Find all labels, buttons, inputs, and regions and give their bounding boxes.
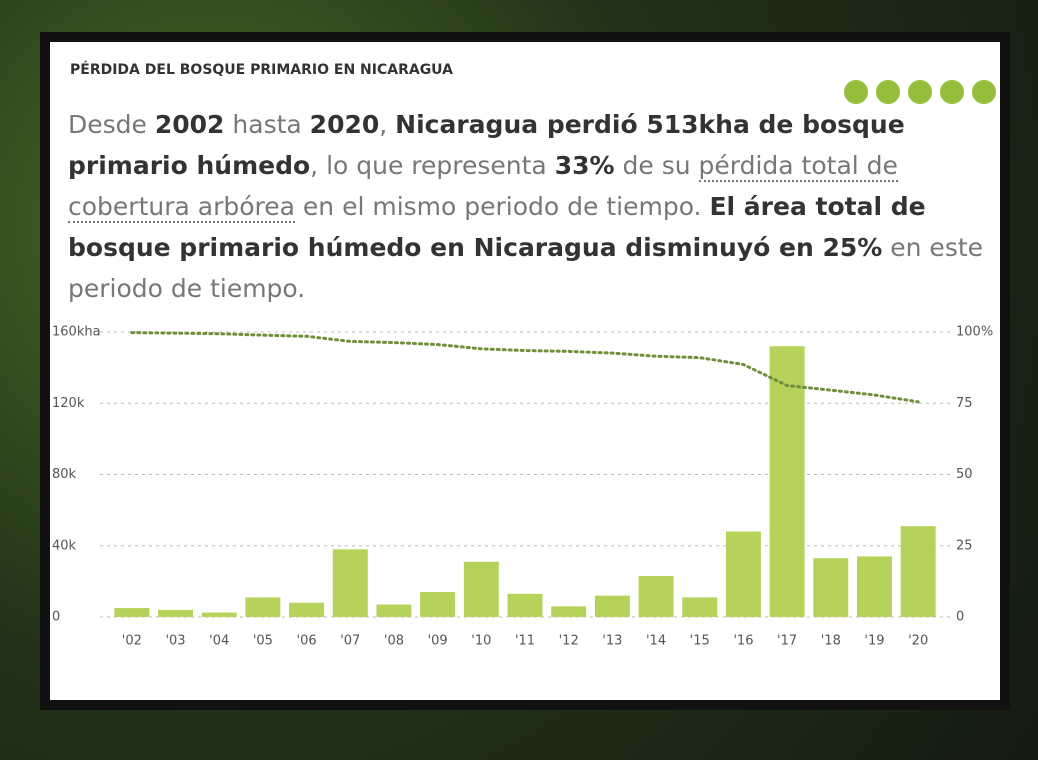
bar — [333, 549, 368, 617]
bar — [114, 608, 149, 617]
bar — [639, 576, 674, 617]
x-tick-label: '16 — [733, 634, 753, 649]
x-tick-label: '06 — [297, 634, 317, 649]
bar — [682, 597, 717, 617]
y-tick-label: 160kha — [52, 325, 101, 340]
y-tick-label: 40k — [52, 538, 77, 553]
x-tick-label: '12 — [559, 634, 579, 649]
bar — [901, 526, 936, 617]
y2-tick-label: 25 — [956, 538, 973, 553]
y2-tick-label: 100% — [956, 325, 993, 340]
x-tick-label: '07 — [340, 634, 360, 649]
bar — [813, 558, 848, 617]
y-tick-label: 80k — [52, 467, 77, 482]
x-tick-label: '18 — [821, 634, 841, 649]
bar — [551, 606, 586, 617]
bar — [726, 532, 761, 618]
x-tick-label: '17 — [777, 634, 797, 649]
x-tick-label: '10 — [471, 634, 491, 649]
bar — [508, 594, 543, 617]
x-tick-label: '14 — [646, 634, 666, 649]
y-tick-label: 0 — [52, 610, 60, 625]
bar — [376, 605, 411, 617]
x-tick-label: '09 — [428, 634, 448, 649]
y2-tick-label: 50 — [956, 467, 973, 482]
y-tick-label: 120k — [52, 396, 85, 411]
y2-tick-label: 0 — [956, 610, 964, 625]
chart: 0 40k 80k 120k 160kha 0 25 50 75 100% '02 '03 '04 '05… — [40, 32, 1010, 710]
x-tick-label: '04 — [209, 634, 229, 649]
x-tick-label: '19 — [864, 634, 884, 649]
x-tick-label: '05 — [253, 634, 273, 649]
bar — [158, 610, 193, 617]
y2-tick-label: 75 — [956, 396, 973, 411]
x-tick-label: '15 — [690, 634, 710, 649]
x-tick-label: '20 — [908, 634, 928, 649]
bar — [857, 556, 892, 617]
bar — [245, 597, 280, 617]
x-tick-label: '08 — [384, 634, 404, 649]
bar — [420, 592, 455, 617]
bar — [202, 613, 237, 617]
bar — [595, 596, 630, 617]
x-tick-label: '03 — [165, 634, 185, 649]
x-tick-label: '11 — [515, 634, 535, 649]
bar — [464, 562, 499, 617]
page: {"header": {"title": "PÉRDIDA DEL BOSQUE… — [0, 0, 1038, 760]
x-tick-label: '02 — [122, 634, 142, 649]
bar — [289, 603, 324, 617]
x-tick-label: '13 — [602, 634, 622, 649]
